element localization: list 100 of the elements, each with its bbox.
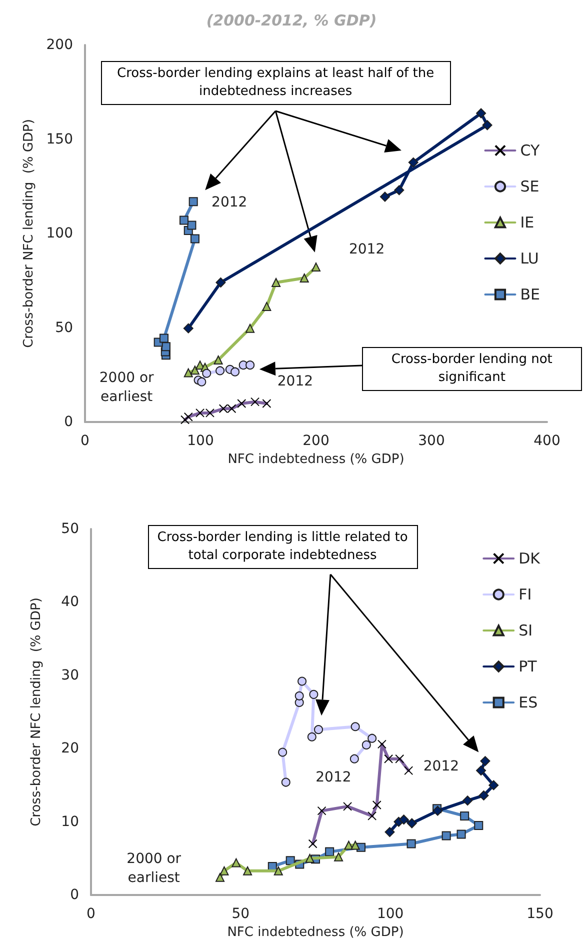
- point: [272, 278, 281, 288]
- point: [187, 220, 196, 230]
- point: [325, 847, 334, 856]
- point: [482, 120, 492, 130]
- legend-label: SI: [518, 622, 533, 640]
- point: [432, 806, 443, 816]
- y-tick-label: 10: [61, 814, 79, 830]
- y-tick-label: 40: [61, 594, 79, 610]
- point: [278, 748, 288, 757]
- point: [394, 185, 404, 196]
- point: [216, 366, 225, 376]
- y-tick-label: 50: [55, 320, 73, 336]
- chart-title: (2000-2012, % GDP): [206, 12, 377, 30]
- point: [380, 192, 390, 202]
- annotation: 2000 or earliest: [98, 369, 155, 408]
- text-box: Cross-border lending is little related to total corporate indebtedness: [148, 525, 418, 570]
- y-tick-label: 200: [46, 37, 73, 53]
- point: [307, 732, 316, 742]
- legend-label: ES: [518, 694, 538, 712]
- point: [406, 839, 416, 848]
- point: [476, 108, 486, 118]
- legend-label: CY: [520, 142, 540, 160]
- point: [294, 691, 304, 700]
- annotation: 2012: [210, 194, 248, 213]
- point: [190, 234, 200, 244]
- legend-label: LU: [520, 250, 539, 268]
- point: [262, 302, 272, 311]
- point: [478, 790, 489, 800]
- x-axis-title: NFC indebtedness (% GDP): [227, 924, 404, 940]
- point: [232, 858, 241, 868]
- point: [474, 820, 484, 830]
- y-tick-label: 100: [46, 226, 73, 242]
- point: [202, 368, 212, 378]
- x-axis-title: NFC indebtedness (% GDP): [228, 452, 404, 467]
- y-tick-label: 50: [61, 521, 79, 537]
- legend-label: PT: [518, 658, 538, 676]
- point: [350, 840, 360, 850]
- y-tick-label: 0: [70, 887, 79, 903]
- point: [408, 157, 418, 168]
- point: [220, 866, 229, 876]
- point: [460, 811, 470, 820]
- legend-label: DK: [518, 550, 542, 568]
- point: [216, 872, 225, 882]
- point: [442, 831, 451, 840]
- point: [462, 796, 473, 806]
- point: [216, 278, 226, 288]
- point: [197, 377, 206, 386]
- point: [406, 818, 417, 828]
- x-tick-label: 100: [376, 906, 404, 922]
- point: [274, 866, 283, 876]
- point: [183, 323, 194, 334]
- point: [243, 866, 252, 876]
- point: [298, 676, 307, 686]
- y-tick-label: 30: [61, 667, 79, 684]
- annotation: 2012: [348, 240, 386, 260]
- point: [314, 725, 323, 734]
- point: [312, 262, 320, 272]
- text-box: Cross-border lending not significant: [362, 347, 582, 392]
- legend-label: SE: [520, 178, 540, 196]
- point: [184, 368, 193, 378]
- x-tick-label: 0: [86, 906, 96, 922]
- point: [281, 778, 290, 787]
- x-tick-label: 100: [187, 433, 214, 449]
- annotation: 2012: [314, 768, 352, 788]
- point: [305, 854, 314, 863]
- x-tick-label: 0: [80, 433, 90, 449]
- x-tick-label: 50: [232, 906, 250, 922]
- point: [246, 360, 255, 370]
- legend-label: FI: [518, 586, 532, 604]
- point: [476, 766, 486, 776]
- point: [362, 740, 371, 750]
- legend-label: IE: [520, 214, 534, 232]
- x-tick-label: 300: [418, 433, 445, 449]
- point: [344, 840, 354, 850]
- point: [188, 197, 198, 206]
- point: [488, 780, 499, 790]
- annotation: 2000 or earliest: [126, 850, 182, 888]
- y-tick-label: 20: [61, 740, 79, 757]
- point: [190, 366, 200, 375]
- y-tick-label: 0: [64, 414, 73, 430]
- point: [480, 756, 490, 766]
- point: [334, 852, 344, 862]
- annotation: 2012: [276, 372, 314, 392]
- point: [230, 367, 240, 376]
- x-tick-label: 150: [526, 906, 554, 922]
- point: [350, 722, 360, 732]
- text-box: Cross-border lending explains at least half of the indebtedness increases: [100, 60, 451, 105]
- point: [160, 334, 168, 343]
- point: [179, 216, 188, 225]
- annotation: 2012: [422, 757, 460, 776]
- point: [309, 690, 318, 699]
- point: [300, 273, 309, 282]
- point: [368, 734, 377, 743]
- legend-label: BE: [520, 286, 540, 304]
- y-axis-title: Cross-border NFC lending (% GDP): [21, 119, 36, 348]
- x-tick-label: 400: [534, 433, 560, 449]
- y-tick-label: 150: [46, 131, 73, 148]
- x-tick-label: 200: [302, 433, 330, 449]
- point: [456, 830, 466, 839]
- point: [384, 827, 395, 838]
